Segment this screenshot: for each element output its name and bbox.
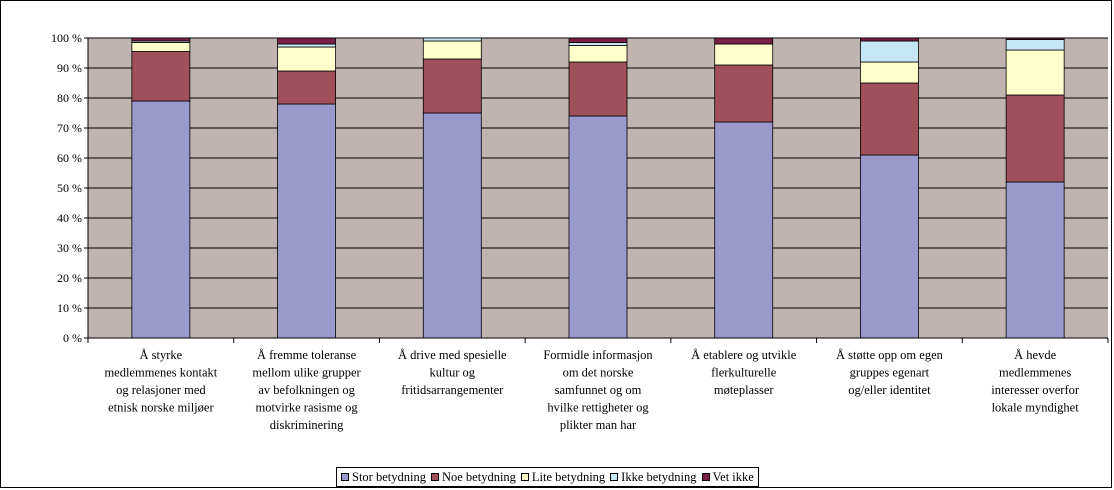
category-label-line: møteplasser xyxy=(714,383,775,397)
bar-segment xyxy=(860,40,919,63)
category-label: Å styrke medlemmenes kontakt og relasjoner… xyxy=(104,348,217,415)
bar-segment xyxy=(714,37,774,45)
category-label-line: Å hevde xyxy=(1014,348,1056,362)
legend-item: Lite betydning xyxy=(520,469,606,485)
bar-segment xyxy=(568,61,628,117)
bar-segment xyxy=(422,112,482,339)
bar-segment xyxy=(568,37,628,43)
y-tick-label: 0 % xyxy=(63,331,82,345)
bar-segment xyxy=(422,37,482,42)
y-tick-label: 50 % xyxy=(57,181,82,195)
bar-segment xyxy=(1005,94,1065,183)
category-label: Å støtte opp om egen gruppes egenart og/el… xyxy=(836,348,944,397)
category-label: Å hevde medlemmenes interesser overfor loka… xyxy=(991,348,1080,415)
y-tick-label: 40 % xyxy=(57,211,82,225)
legend-item: Stor betydning xyxy=(341,470,426,485)
legend-item: Noe betydning xyxy=(430,469,516,485)
bar-segment xyxy=(131,100,191,339)
y-tick-label: 60 % xyxy=(57,151,82,165)
category-label-line: etnisk norske miljøer xyxy=(108,401,214,415)
legend-swatch xyxy=(341,473,349,481)
bar-segment xyxy=(1005,49,1065,96)
bar-segment xyxy=(1005,39,1065,51)
y-tick-label: 30 % xyxy=(57,241,82,255)
legend-swatch xyxy=(430,473,439,481)
category-label-line: av befolkningen og xyxy=(258,383,355,397)
bar-segment xyxy=(860,61,919,84)
y-tick-label: 80 % xyxy=(57,91,82,105)
category-label-line: flerkulturelle xyxy=(711,366,777,380)
category-label: Formidle informasjon om det norske samfunn… xyxy=(543,348,653,432)
bar-segment xyxy=(422,58,482,114)
category-label-line: mellom ulike grupper xyxy=(252,366,361,380)
category-label-line: samfunnet og om xyxy=(555,383,642,397)
category-label-line: interesser overfor xyxy=(991,383,1080,397)
category-label: Å etablere og utvikle flerkulturelle møtep… xyxy=(691,348,797,397)
bar-segment xyxy=(1005,37,1065,40)
bar-segment xyxy=(714,64,774,123)
category-label-line: motvirke rasisme og xyxy=(256,401,359,415)
bar-segment xyxy=(568,115,628,339)
category-label-line: Å etablere og utvikle xyxy=(691,348,797,362)
bar-segment xyxy=(277,43,336,48)
bar-segment xyxy=(131,51,191,102)
category-label-line: og relasjoner med xyxy=(116,383,206,397)
y-tick-label: 20 % xyxy=(57,271,82,285)
bar-segment xyxy=(714,43,774,66)
bar-segment xyxy=(131,42,191,52)
y-tick-label: 70 % xyxy=(57,121,82,135)
legend-swatch xyxy=(610,473,619,481)
bar-segment xyxy=(131,37,191,42)
bar-segment xyxy=(277,46,336,72)
category-label-line: Å fremme toleranse xyxy=(257,348,357,362)
legend-item: Ikke betydning xyxy=(610,469,697,485)
category-label: Å drive med spesielle kultur og fritidsarr… xyxy=(398,348,507,397)
legend-swatch xyxy=(520,473,529,481)
category-label-line: fritidsarrangementer xyxy=(401,383,504,397)
legend-label: Lite betydning xyxy=(531,469,606,484)
legend-item: Vet ikke xyxy=(701,469,754,485)
category-label-line: gruppes egenart xyxy=(850,366,930,380)
category-label-line: lokale myndighet xyxy=(992,401,1080,415)
legend-label: Ikke betydning xyxy=(621,469,697,484)
category-label-line: medlemmenes kontakt xyxy=(104,366,217,380)
category-label: Å fremme toleranse mellom ulike grupper av… xyxy=(252,348,361,432)
bar-segment xyxy=(860,82,919,156)
bar-segment xyxy=(277,37,336,45)
bar-segment xyxy=(277,103,336,339)
legend-swatch xyxy=(701,473,710,481)
category-label-line: plikter man har xyxy=(560,418,637,432)
category-label-line: diskriminering xyxy=(270,418,344,432)
y-tick-label: 10 % xyxy=(57,301,82,315)
legend-label: Vet ikke xyxy=(712,469,754,484)
category-label-line: kultur og xyxy=(430,366,476,380)
bar-segment xyxy=(1005,181,1065,339)
bar-segment xyxy=(714,121,774,339)
bar-segment xyxy=(422,40,482,60)
legend-label: Stor betydning xyxy=(352,469,426,484)
bar-segment xyxy=(860,154,919,339)
bar-segment xyxy=(568,42,628,46)
category-label-line: Å drive med spesielle xyxy=(398,348,507,362)
category-label-line: og/eller identitet xyxy=(848,383,931,397)
category-label-line: medlemmenes xyxy=(999,366,1071,380)
legend-label: Noe betydning xyxy=(441,469,516,484)
category-label-line: Å styrke xyxy=(140,348,183,362)
y-tick-label: 90 % xyxy=(57,61,82,75)
category-label-line: Å støtte opp om egen xyxy=(836,348,944,362)
category-label-line: hvilke rettigheter og xyxy=(547,401,649,415)
category-label-line: Formidle informasjon xyxy=(543,348,653,362)
legend: Stor betydning Noe betydning Lite betydnin… xyxy=(336,467,759,487)
bar-segment xyxy=(860,37,919,42)
category-label-line: om det norske xyxy=(563,366,634,380)
bar-segment xyxy=(568,45,628,63)
y-tick-label: 100 % xyxy=(51,31,82,45)
bar-segment xyxy=(277,70,336,105)
